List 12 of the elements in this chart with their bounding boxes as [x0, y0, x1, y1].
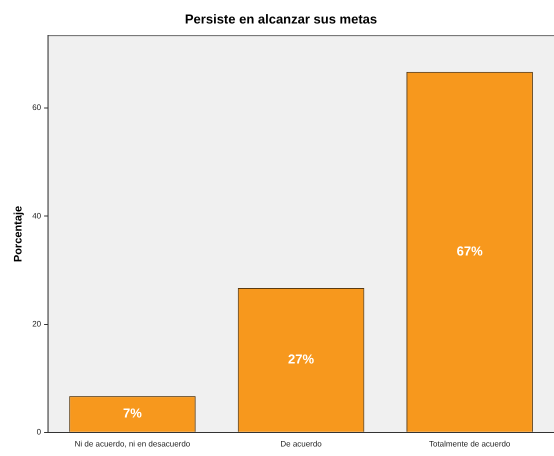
y-axis-title: Porcentaje: [12, 206, 25, 262]
x-tick-label: De acuerdo: [280, 439, 322, 448]
data-label: 67%: [456, 243, 484, 258]
data-label: 27%: [288, 352, 314, 367]
y-tick-label: 20: [32, 319, 42, 328]
y-tick-label: 0: [36, 428, 42, 437]
chart-title: Persiste en alcanzar sus metas: [184, 11, 378, 26]
y-tick-label: 60: [32, 103, 42, 112]
x-tick-label: Ni de acuerdo, ni en desacuerdo: [74, 439, 191, 448]
x-tick-label: Totalmente de acuerdo: [428, 439, 511, 448]
y-tick-label: 40: [32, 211, 42, 220]
data-label: 7%: [123, 406, 142, 421]
